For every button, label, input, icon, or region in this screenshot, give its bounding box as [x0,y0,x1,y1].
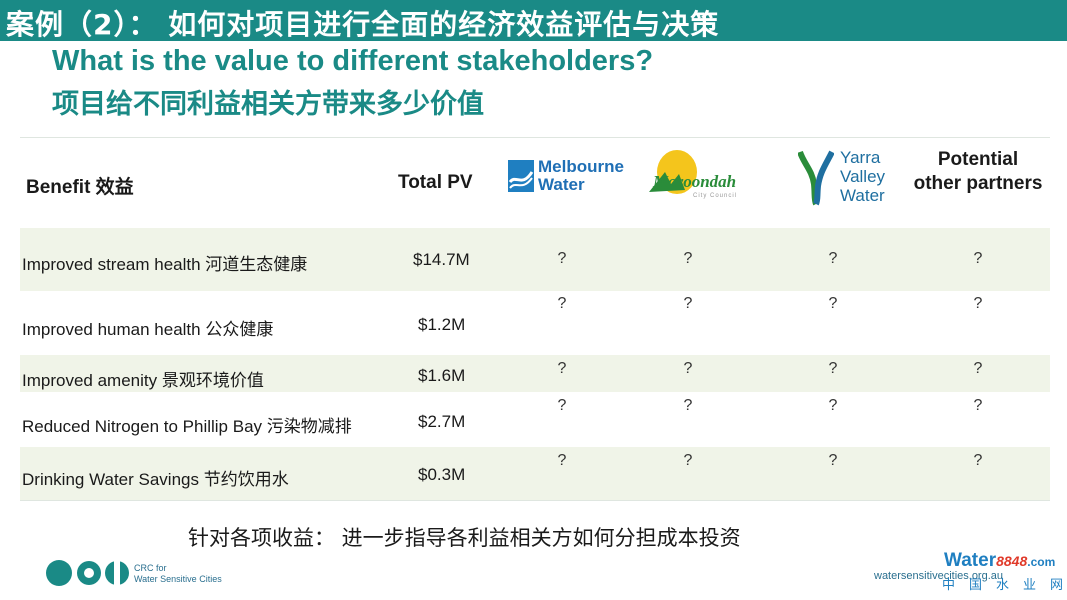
maroondah-logo: Maroondah City Council [645,150,755,206]
table-row-benefit: Improved stream health 河道生态健康 [22,255,308,274]
header-benefit: Benefit 效益 [26,177,134,198]
table-row-yarra: ? [828,397,838,414]
yarra-line3: Water [840,186,885,205]
slide-title: 案例（2）： 如何对项目进行全面的经济效益评估与决策 [6,8,720,41]
header-potential-partners: Potential other partners [910,148,1046,196]
table-top-rule [20,137,1050,138]
maroondah-leaf-icon [649,172,685,192]
crc-dot-icon [46,560,72,586]
table-row-mw: ? [557,250,567,267]
yarra-line2: Valley [840,167,886,186]
yarra-river-icon [798,150,834,206]
yarra-line1: Yarra [840,148,881,167]
watermark-suffix: .com [1027,555,1056,569]
table-row-other: ? [973,295,983,312]
crc-waves-icon [77,561,129,585]
table-row-band-1 [20,228,1050,291]
website-link[interactable]: watersensitivecities.org.au [874,570,1004,582]
melbourne-water-line1: Melbourne [538,157,624,176]
table-row-benefit: Improved human health 公众健康 [22,320,274,339]
table-row-mw: ? [557,360,567,377]
watermark: Water8848.com 中国水业网 [942,550,1063,593]
table-row-maroondah: ? [683,360,693,377]
title-bar: 案例（2）： 如何对项目进行全面的经济效益评估与决策 [0,0,1067,41]
table-row-yarra: ? [828,250,838,267]
table-row-mw: ? [557,452,567,469]
table-row-maroondah: ? [683,295,693,312]
table-row-yarra: ? [828,452,838,469]
watermark-number: 8848 [996,553,1028,569]
table-row-maroondah: ? [683,452,693,469]
maroondah-subtitle: City Council [693,193,738,199]
table-row-band-5 [20,447,1050,500]
maroondah-name: Maroondah [653,172,737,191]
table-row-other: ? [973,397,983,414]
potential-line2: other partners [913,173,1043,194]
watermark-brand: Water [944,550,997,571]
melbourne-water-icon [508,160,534,192]
table-row-benefit: Reduced Nitrogen to Phillip Bay 污染物减排 [22,417,352,436]
crc-line2: Water Sensitive Cities [134,574,222,584]
table-row-other: ? [973,360,983,377]
table-row-pv: $2.7M [418,412,466,431]
watermark-cn: 中国水业网 [942,578,1067,593]
table-row-benefit: Drinking Water Savings 节约饮用水 [22,470,289,489]
table-row-pv: $1.6M [418,366,466,385]
heading-english: What is the value to different stakehold… [52,45,654,77]
table-row-pv: $0.3M [418,465,466,484]
footer-note: 针对各项收益： 进一步指导各利益相关方如何分担成本投资 [188,526,741,550]
table-bottom-rule [20,500,1050,501]
table-row-other: ? [973,452,983,469]
header-total-pv: Total PV [398,172,473,193]
yarra-valley-water-logo: Yarra Valley Water [798,148,888,208]
potential-line1: Potential [937,149,1019,170]
table-row-mw: ? [557,397,567,414]
heading-chinese: 项目给不同利益相关方带来多少价值 [52,89,484,120]
table-row-pv: $1.2M [418,315,466,334]
table-row-other: ? [973,250,983,267]
table-row-pv: $14.7M [413,250,470,269]
table-row-yarra: ? [828,295,838,312]
table-row-yarra: ? [828,360,838,377]
crc-line1: CRC for [134,563,167,573]
table-row-maroondah: ? [683,250,693,267]
melbourne-water-line2: Water [538,175,585,194]
table-row-mw: ? [557,295,567,312]
table-row-maroondah: ? [683,397,693,414]
table-row-band-3 [20,355,1050,392]
table-row-benefit: Improved amenity 景观环境价值 [22,371,264,390]
